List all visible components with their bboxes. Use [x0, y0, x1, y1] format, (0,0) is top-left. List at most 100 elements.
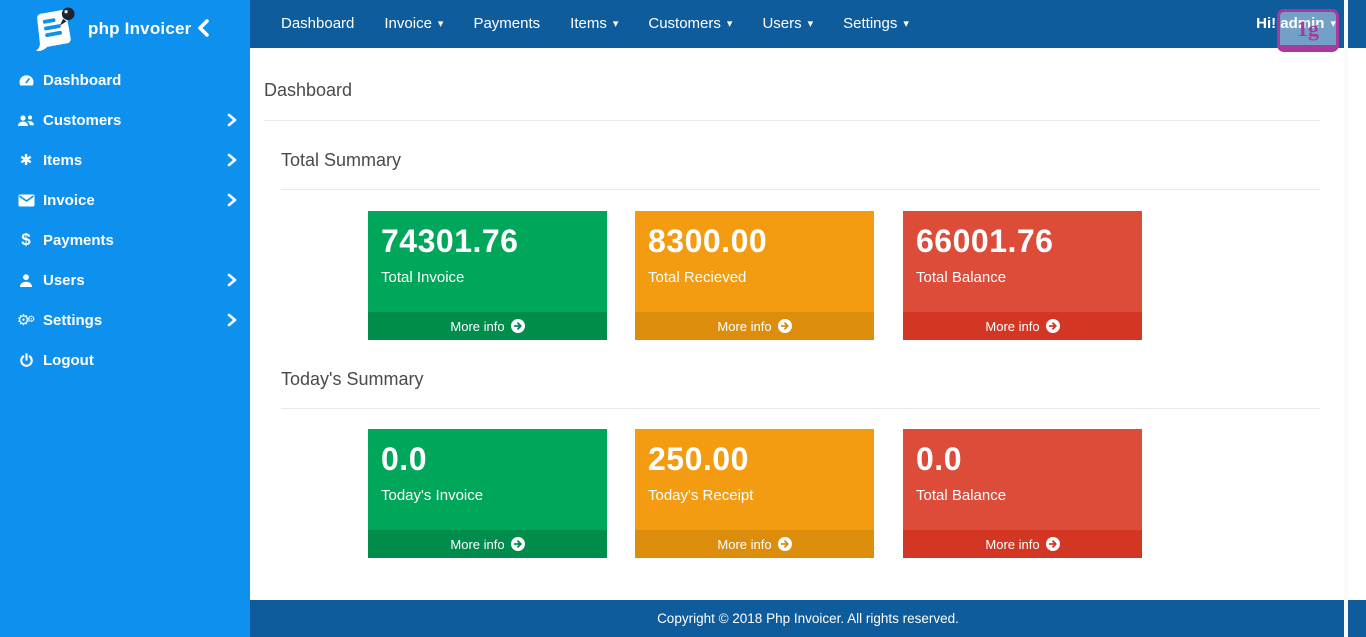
- more-info-link[interactable]: More info: [368, 530, 607, 558]
- sidebar-item-label: Settings: [43, 311, 103, 329]
- more-info-label: More info: [450, 536, 505, 552]
- more-info-label: More info: [717, 536, 772, 552]
- more-info-link[interactable]: More info: [635, 312, 874, 340]
- more-info-link[interactable]: More info: [368, 312, 607, 340]
- nav-item-label: Payments: [473, 15, 541, 32]
- arrow-circle-right-icon: [777, 319, 792, 333]
- summary-card-todays-invoice: 0.0 Today's Invoice More info: [368, 429, 607, 558]
- tachometer-icon: [14, 73, 38, 88]
- card-label: Total Balance: [916, 487, 1007, 504]
- sidebar-item-users[interactable]: Users: [0, 260, 250, 300]
- power-icon: [14, 352, 38, 368]
- summary-card-total-invoice: 74301.76 Total Invoice More info: [368, 211, 607, 340]
- more-info-label: More info: [985, 318, 1040, 334]
- nav-item-label: Users: [762, 15, 802, 32]
- sidebar-item-label: Logout: [43, 351, 94, 369]
- card-label: Today's Invoice: [381, 487, 484, 504]
- caret-down-icon: ▾: [903, 17, 909, 30]
- copyright-text: Copyright © 2018 Php Invoicer. All right…: [657, 611, 959, 626]
- nav-item-customers[interactable]: Customers ▾: [633, 0, 747, 48]
- users-group-icon: [14, 113, 38, 128]
- more-info-link[interactable]: More info: [903, 312, 1142, 340]
- sidebar-item-settings[interactable]: ⚙ ⚙ Settings: [0, 300, 250, 340]
- chevron-right-icon: [226, 113, 238, 132]
- sidebar-menu: Dashboard Customers ✱ Items Invoice: [0, 60, 250, 380]
- arrow-circle-right-icon: [510, 537, 525, 551]
- sidebar-item-label: Invoice: [43, 191, 95, 209]
- summary-card-total-balance-today: 0.0 Total Balance More info: [903, 429, 1142, 558]
- more-info-link[interactable]: More info: [635, 530, 874, 558]
- invoice-pen-logo-icon: [26, 5, 80, 58]
- brand-name: php Invoicer: [88, 19, 192, 38]
- nav-item-payments[interactable]: Payments: [458, 0, 555, 48]
- navbar-menu: Dashboard Invoice ▾ Payments Items ▾ Custo…: [250, 0, 1366, 48]
- broken-avatar-alt-text: 1g: [1297, 15, 1319, 41]
- section-title-todays-summary: Today's Summary: [281, 369, 424, 389]
- caret-down-icon: ▾: [726, 17, 733, 30]
- broken-avatar-image[interactable]: 1g: [1277, 9, 1339, 52]
- user-icon: [14, 273, 38, 288]
- card-value: 0.0: [916, 441, 962, 477]
- card-value: 250.00: [648, 441, 749, 477]
- sidebar-item-customers[interactable]: Customers: [0, 100, 250, 140]
- caret-down-icon: ▾: [612, 17, 619, 30]
- card-value: 66001.76: [916, 223, 1054, 259]
- divider: [281, 189, 1320, 190]
- card-value: 74301.76: [381, 223, 519, 259]
- card-label: Today's Receipt: [648, 487, 754, 504]
- nav-item-label: Customers: [648, 15, 721, 32]
- caret-down-icon: ▾: [1330, 17, 1336, 30]
- sidebar-item-label: Items: [43, 151, 83, 169]
- nav-item-settings[interactable]: Settings ▾: [828, 0, 924, 48]
- sidebar-item-payments[interactable]: $ Payments: [0, 220, 250, 260]
- card-label: Total Recieved: [648, 269, 747, 286]
- brand: php Invoicer: [0, 0, 250, 58]
- chevron-right-icon: [226, 153, 238, 172]
- nav-item-label: Invoice: [384, 15, 432, 32]
- sidebar-item-label: Dashboard: [43, 71, 122, 89]
- arrow-circle-right-icon: [1045, 319, 1060, 333]
- nav-item-label: Dashboard: [281, 15, 355, 32]
- chevron-right-icon: [226, 193, 238, 212]
- page-footer: Copyright © 2018 Php Invoicer. All right…: [250, 600, 1366, 637]
- card-value: 0.0: [381, 441, 427, 477]
- nav-item-label: Settings: [843, 15, 898, 32]
- arrow-circle-right-icon: [777, 537, 792, 551]
- asterisk-icon: ✱: [19, 150, 33, 169]
- chevron-right-icon: [226, 273, 238, 292]
- card-value: 8300.00: [648, 223, 768, 259]
- user-menu[interactable]: Hi! admin ▾: [1256, 0, 1336, 48]
- card-label: Total Balance: [916, 269, 1007, 286]
- arrow-circle-right-icon: [1045, 537, 1060, 551]
- dollar-icon: $: [21, 230, 31, 249]
- gears-icon: ⚙ ⚙: [16, 310, 36, 329]
- envelope-icon: [14, 194, 38, 207]
- chevron-right-icon: [226, 313, 238, 332]
- more-info-link[interactable]: More info: [903, 530, 1142, 558]
- caret-down-icon: ▾: [437, 17, 444, 30]
- divider: [281, 408, 1320, 409]
- nav-item-users[interactable]: Users ▾: [747, 0, 828, 48]
- top-navbar: Dashboard Invoice ▾ Payments Items ▾ Custo…: [250, 0, 1366, 48]
- more-info-label: More info: [717, 318, 772, 334]
- sidebar-item-dashboard[interactable]: Dashboard: [0, 60, 250, 100]
- arrow-circle-right-icon: [510, 319, 525, 333]
- nav-item-invoice[interactable]: Invoice ▾: [369, 0, 458, 48]
- card-label: Total Invoice: [381, 269, 465, 286]
- page-title: Dashboard: [264, 80, 353, 100]
- summary-card-total-balance: 66001.76 Total Balance More info: [903, 211, 1142, 340]
- sidebar: php Invoicer Dashboard Customers ✱ Items: [0, 0, 250, 637]
- nav-item-dashboard[interactable]: Dashboard: [266, 0, 369, 48]
- nav-item-items[interactable]: Items ▾: [555, 0, 633, 48]
- section-title-total-summary: Total Summary: [281, 150, 402, 170]
- sidebar-collapse-icon[interactable]: [196, 18, 212, 43]
- more-info-label: More info: [985, 536, 1040, 552]
- sidebar-item-label: Payments: [43, 231, 114, 249]
- sidebar-item-label: Customers: [43, 111, 122, 129]
- sidebar-item-logout[interactable]: Logout: [0, 340, 250, 380]
- summary-card-total-recieved: 8300.00 Total Recieved More info: [635, 211, 874, 340]
- scrollbar[interactable]: [1344, 0, 1348, 637]
- sidebar-item-label: Users: [43, 271, 85, 289]
- sidebar-item-items[interactable]: ✱ Items: [0, 140, 250, 180]
- sidebar-item-invoice[interactable]: Invoice: [0, 180, 250, 220]
